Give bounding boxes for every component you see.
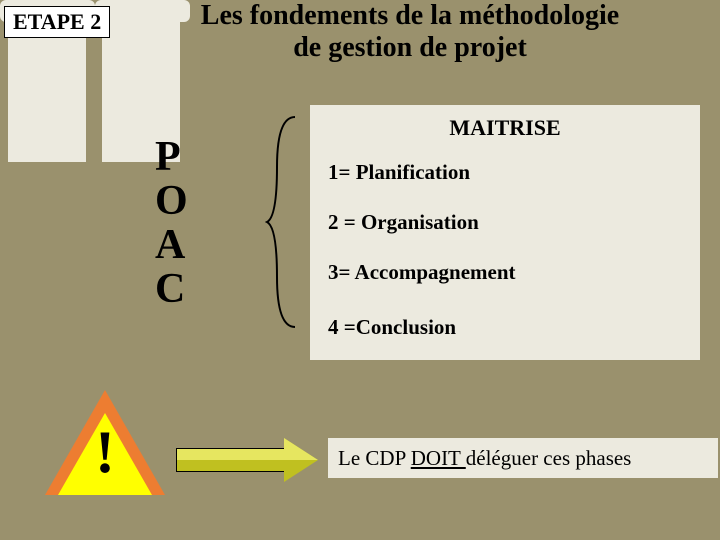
- curly-brace-icon: [265, 112, 305, 332]
- footer-note: Le CDP DOIT déléguer ces phases: [328, 438, 718, 478]
- arrow-icon: [176, 448, 286, 472]
- etape-badge: ETAPE 2: [4, 6, 110, 38]
- maitrise-item-4: 4 =Conclusion: [328, 315, 456, 340]
- poac-acronym: P O A C: [155, 135, 188, 311]
- footer-underlined: DOIT: [411, 446, 466, 470]
- poac-c: C: [155, 267, 188, 311]
- poac-o: O: [155, 179, 188, 223]
- footer-prefix: Le CDP: [338, 446, 411, 470]
- maitrise-heading: MAITRISE: [310, 115, 700, 141]
- arrow-head-highlight: [284, 438, 318, 460]
- column-shaft-left: [8, 22, 86, 162]
- slide-root: ETAPE 2 Les fondements de la méthodologi…: [0, 0, 720, 540]
- maitrise-item-1: 1= Planification: [328, 160, 470, 185]
- maitrise-item-3: 3= Accompagnement: [328, 260, 516, 285]
- poac-a: A: [155, 223, 188, 267]
- warning-exclamation: !: [85, 418, 125, 487]
- title-line-2: de gestion de projet: [293, 32, 527, 63]
- maitrise-item-2: 2 = Organisation: [328, 210, 479, 235]
- title-line-1: Les fondements de la méthodologie: [201, 0, 619, 31]
- poac-p: P: [155, 135, 188, 179]
- footer-suffix: déléguer ces phases: [466, 446, 632, 470]
- slide-title: Les fondements de la méthodologie de ges…: [110, 0, 710, 64]
- maitrise-panel: MAITRISE 1= Planification 2 = Organisati…: [310, 105, 700, 360]
